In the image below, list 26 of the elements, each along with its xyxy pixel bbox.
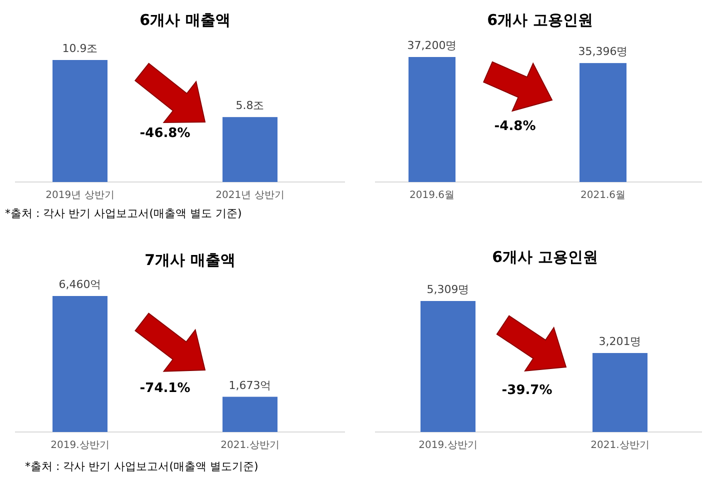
data-label: 5,309명 [426, 283, 470, 296]
data-label: 37,200명 [407, 39, 457, 52]
x-tick-label: 2021.6월 [580, 190, 626, 201]
x-tick-label: 2019.상반기 [50, 440, 110, 451]
x-tick-label: 2021년 상반기 [216, 190, 284, 201]
x-tick-label: 2021.상반기 [590, 440, 650, 451]
data-label: 3,201명 [598, 335, 642, 348]
text: *출처 : 각사 반기 사업보고서(매출액 별도 기준) [5, 207, 242, 220]
x-tick-label: 2021.상반기 [220, 440, 280, 451]
annotation: -74.1% [140, 381, 190, 396]
chart-title: 6개사 고용인원 [492, 248, 598, 266]
data-label: 6,460억 [58, 278, 102, 291]
x-tick-label: 2019.상반기 [418, 440, 478, 451]
annotation: -4.8% [494, 119, 536, 134]
data-label: 35,396명 [578, 45, 628, 58]
x-tick-label: 2019년 상반기 [46, 190, 114, 201]
x-tick-label: 2019.6월 [410, 190, 454, 201]
text: *출처 : 각사 반기 사업보고서(매출액 별도기준) [25, 460, 258, 473]
chart-title: 6개사 고용인원 [487, 11, 593, 29]
data-label: 5.8조 [236, 99, 264, 112]
annotation: -39.7% [502, 383, 552, 398]
data-label: 1,673억 [228, 378, 272, 392]
data-label: 10.9조 [62, 42, 98, 55]
chart-title: 6개사 매출액 [140, 11, 230, 29]
chart-title: 7개사 매출액 [144, 251, 236, 269]
annotation: -46.8% [140, 126, 190, 141]
